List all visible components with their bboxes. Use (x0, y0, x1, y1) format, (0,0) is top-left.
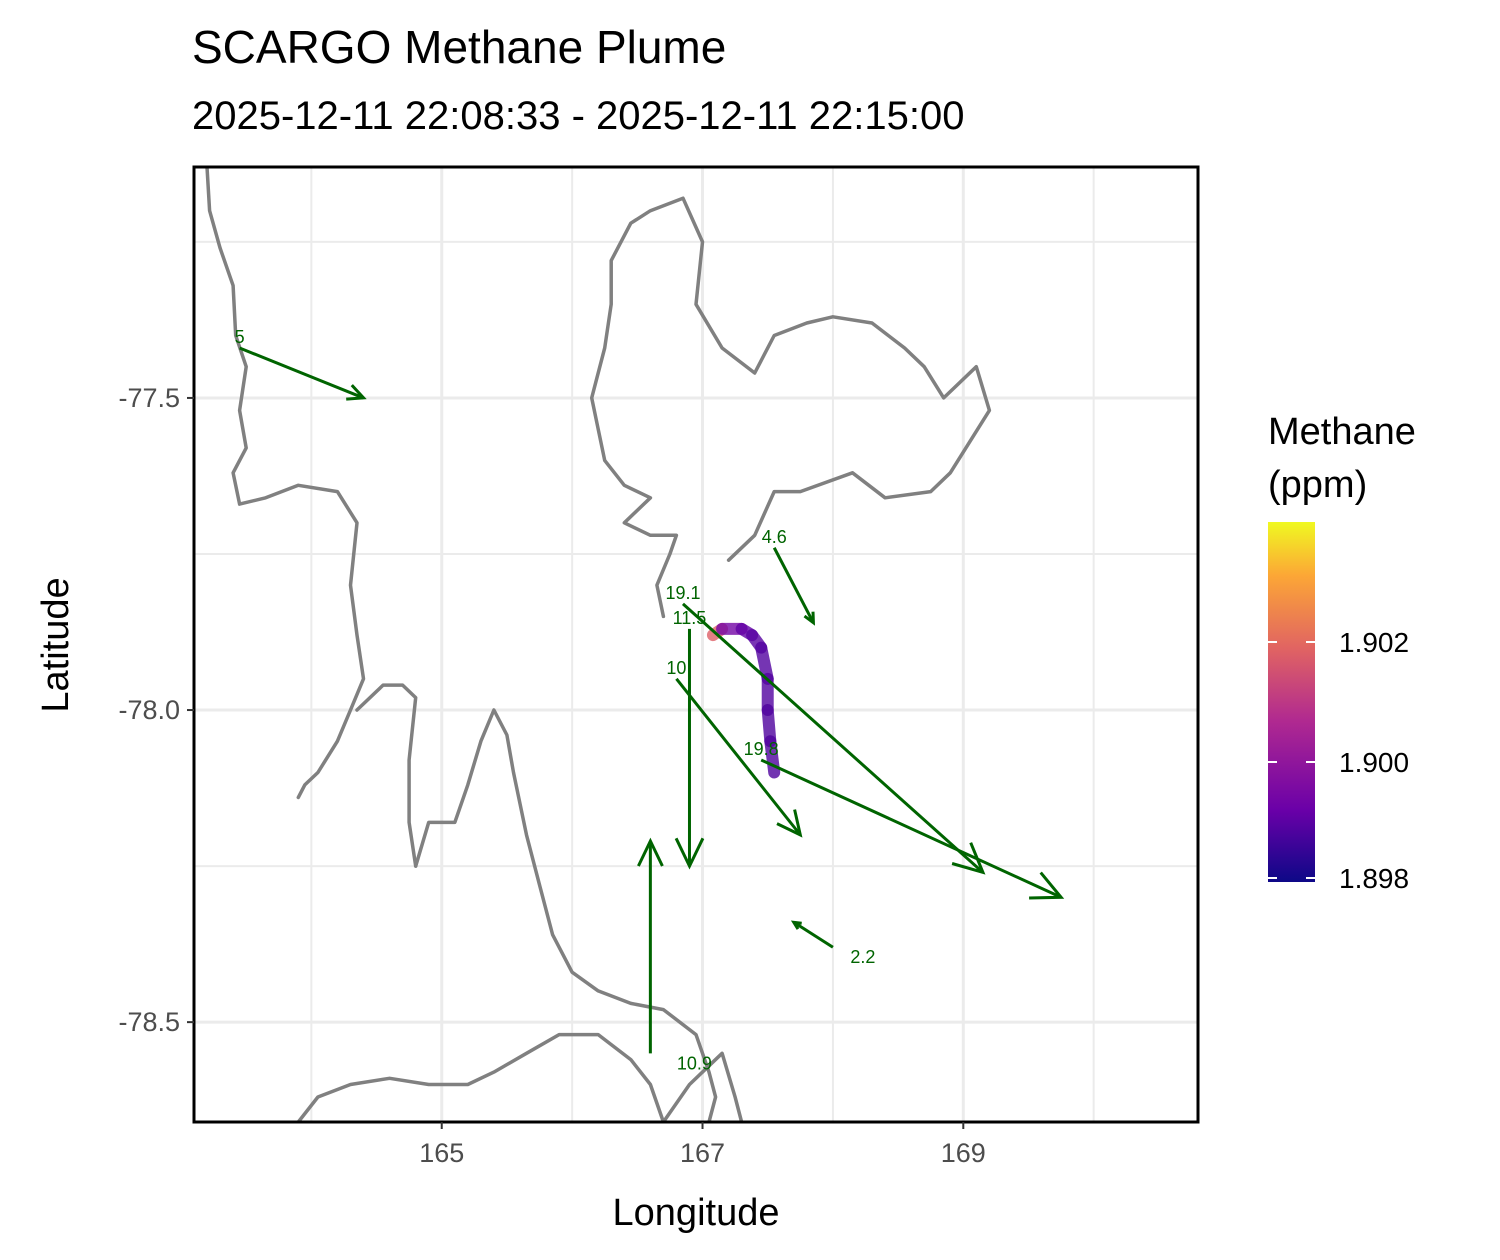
legend-title-line-2: (ppm) (1268, 464, 1367, 506)
legend-tick-label-2: 1.902 (1339, 627, 1409, 658)
wind-arrow-shaft-2 (681, 602, 984, 874)
coastline-segment-3 (296, 1032, 666, 1122)
coastline-segment-4 (661, 1051, 744, 1122)
wind-arrow-shaft-1 (772, 547, 815, 624)
wind-arrow-head-3 (674, 837, 705, 870)
wind-vector-7: 10.9 (637, 837, 712, 1073)
chart-subtitle: 2025-12-11 22:08:33 - 2025-12-11 22:15:0… (192, 94, 965, 138)
x-axis-ticks: 165 167 169 (419, 1122, 986, 1168)
wind-arrow-head-6 (790, 920, 802, 930)
x-axis-title: Longitude (613, 1192, 780, 1234)
x-tick-label-2: 169 (941, 1138, 986, 1168)
y-axis-title: Latitude (35, 577, 77, 712)
coastline-segment-1 (355, 683, 418, 868)
wind-arrow-shaft-6 (792, 920, 834, 949)
coastline-segment-5 (589, 196, 992, 619)
chart-title: SCARGO Methane Plume (192, 21, 727, 73)
coastline-segment-2 (413, 708, 718, 1122)
legend-ticks: 1.898 1.900 1.902 (1268, 627, 1409, 894)
wind-arrow-head-0 (346, 384, 367, 401)
wind-arrow-head-7 (637, 837, 664, 867)
panel-border (192, 165, 1200, 1124)
wind-arrow-head-5 (1029, 871, 1065, 900)
y-tick-label-0: -77.5 (118, 383, 180, 413)
wind-speed-label-6: 2.2 (850, 947, 875, 967)
y-tick-label-1: -78.0 (118, 695, 180, 725)
wind-speed-label-3: 11.5 (673, 608, 707, 628)
wind-arrow-head-4 (776, 809, 803, 838)
wind-vector-1: 4.6 (762, 527, 816, 626)
wind-speed-label-7: 10.9 (677, 1053, 712, 1073)
wind-vector-6: 2.2 (790, 920, 875, 967)
legend-tick-label-1: 1.900 (1339, 747, 1409, 778)
wind-vector-5: 19.8 (744, 739, 1065, 900)
wind-vector-0: 5 (235, 327, 367, 401)
y-tick-label-2: -78.5 (118, 1007, 180, 1037)
wind-speed-label-2: 19.1 (665, 583, 700, 603)
grid-lines (194, 167, 1198, 1122)
wind-vector-3: 11.5 (673, 608, 707, 870)
wind-arrow-head-1 (803, 611, 816, 626)
legend-title-line-1: Methane (1268, 411, 1416, 453)
legend: Methane (ppm) 1.898 1.900 1.902 (1268, 411, 1416, 894)
wind-arrow-head-2 (951, 842, 986, 875)
coastline (205, 167, 992, 1122)
x-tick-label-1: 167 (680, 1138, 725, 1168)
y-axis-ticks: -77.5 -78.0 -78.5 (118, 383, 194, 1037)
wind-speed-label-5: 19.8 (744, 739, 779, 759)
legend-tick-label-0: 1.898 (1339, 863, 1409, 894)
wind-speed-label-4: 10 (666, 658, 686, 678)
wind-vector-4: 10 (666, 658, 803, 838)
wind-speed-label-1: 4.6 (762, 527, 787, 547)
wind-arrow-shaft-0 (239, 346, 365, 400)
wind-arrow-shaft-4 (675, 677, 802, 836)
wind-arrow-shaft-5 (760, 758, 1062, 899)
legend-colorbar (1268, 522, 1315, 882)
coastline-segment-0 (205, 167, 366, 800)
x-tick-label-0: 165 (419, 1138, 464, 1168)
wind-vector-2: 19.1 (665, 583, 986, 875)
wind-speed-label-0: 5 (235, 327, 245, 347)
wind-vectors: 5 4.6 19.1 11.5 10 19.8 2.2 10.9 (235, 327, 1065, 1073)
